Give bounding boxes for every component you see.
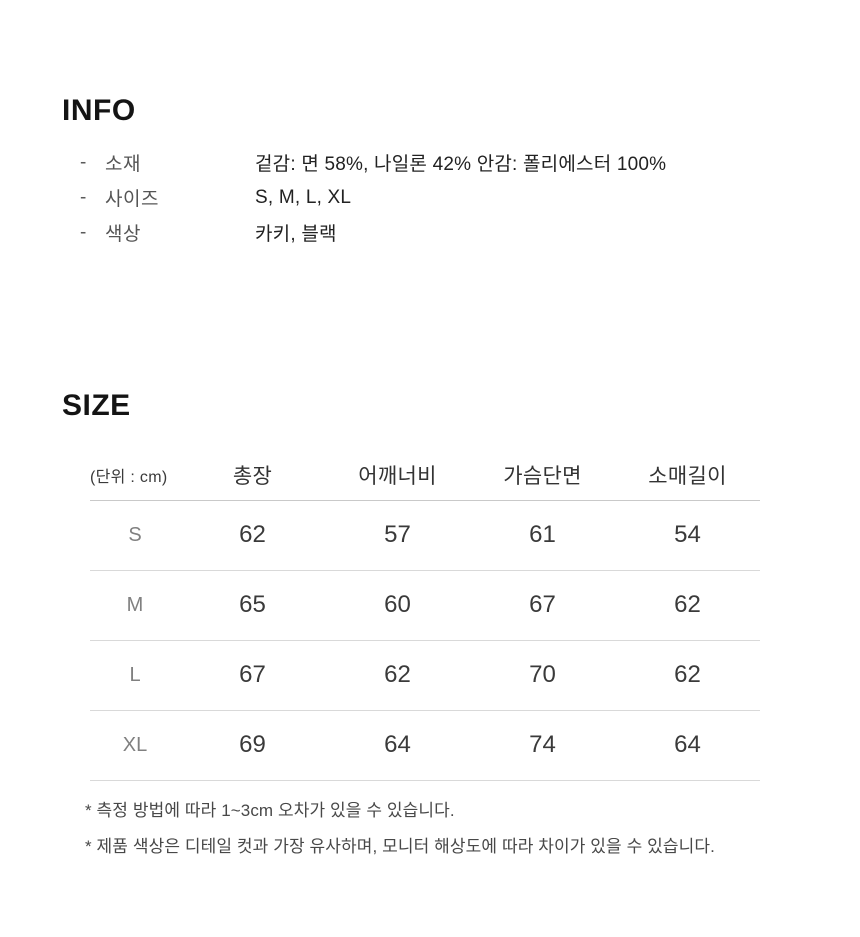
measurement-value: 67 (529, 591, 556, 618)
footnotes: * 측정 방법에 따라 1~3cm 오차가 있을 수 있습니다. * 제품 색상… (85, 793, 825, 865)
size-chart-table: (단위 : cm) 총장 어깨너비 가슴단면 소매길이 S 62 57 61 5… (90, 450, 760, 781)
footnote-measurement-tolerance: * 측정 방법에 따라 1~3cm 오차가 있을 수 있습니다. (85, 801, 455, 820)
measurement-value: 64 (384, 731, 411, 758)
size-row-m: M 65 60 67 62 (90, 570, 760, 640)
size-row-xl: XL 69 64 74 64 (90, 710, 760, 780)
measurement-value: 60 (384, 591, 411, 618)
size-table-header-row: (단위 : cm) 총장 어깨너비 가슴단면 소매길이 (90, 450, 760, 500)
size-row-s: S 62 57 61 54 (90, 500, 760, 570)
info-label-size: 사이즈 (105, 189, 159, 210)
measurement-value: 67 (239, 661, 266, 688)
measurement-value: 61 (529, 521, 556, 548)
size-section-heading: SIZE (62, 389, 131, 422)
col-header-chest-width: 가슴단면 (503, 464, 582, 488)
measurement-value: 62 (384, 661, 411, 688)
size-label: L (129, 663, 141, 686)
measurement-value: 69 (239, 731, 266, 758)
size-label: S (128, 523, 142, 546)
measurement-value: 74 (529, 731, 556, 758)
footnote-color-disclaimer: * 제품 색상은 디테일 컷과 가장 유사하며, 모니터 해상도에 따라 차이가… (85, 837, 715, 856)
dash-bullet: - (80, 151, 87, 173)
size-label: M (126, 593, 144, 616)
measurement-value: 62 (674, 591, 701, 618)
measurement-value: 64 (674, 731, 701, 758)
col-header-total-length: 총장 (232, 464, 273, 488)
measurement-value: 62 (674, 661, 701, 688)
info-row-size: - 사이즈 S, M, L, XL (80, 180, 780, 215)
col-header-sleeve-length: 소매길이 (648, 464, 727, 488)
size-label: XL (122, 733, 148, 756)
col-header-shoulder-width: 어깨너비 (358, 464, 437, 488)
measurement-value: 54 (674, 521, 701, 548)
info-section-heading: INFO (62, 94, 136, 127)
info-value-color: 카키, 블랙 (255, 224, 337, 245)
dash-bullet: - (80, 221, 87, 243)
dash-bullet: - (80, 186, 87, 208)
measurement-value: 65 (239, 591, 266, 618)
measurement-value: 62 (239, 521, 266, 548)
info-value-material: 겉감: 면 58%, 나일론 42% 안감: 폴리에스터 100% (255, 154, 667, 175)
unit-label: (단위 : cm) (90, 468, 168, 486)
info-value-size: S, M, L, XL (255, 186, 352, 208)
measurement-value: 70 (529, 661, 556, 688)
info-row-material: - 소재 겉감: 면 58%, 나일론 42% 안감: 폴리에스터 100% (80, 145, 780, 180)
info-row-color: - 색상 카키, 블랙 (80, 215, 780, 250)
info-label-material: 소재 (105, 154, 141, 175)
measurement-value: 57 (384, 521, 411, 548)
info-label-color: 색상 (105, 224, 141, 245)
size-row-l: L 67 62 70 62 (90, 640, 760, 710)
info-rows: - 소재 겉감: 면 58%, 나일론 42% 안감: 폴리에스터 100% -… (80, 145, 780, 250)
